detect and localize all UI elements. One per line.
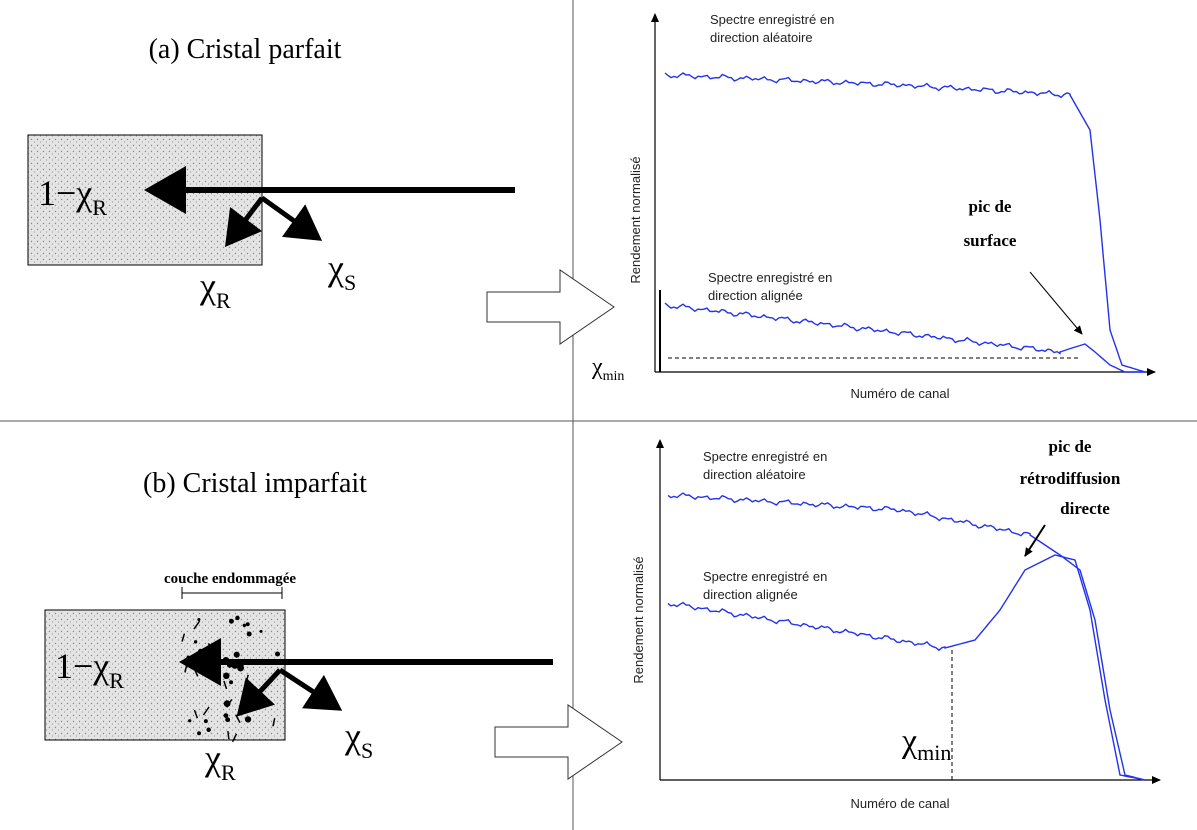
aligned-spectrum xyxy=(664,302,1145,373)
label-main: χ xyxy=(901,723,917,760)
defect xyxy=(237,664,245,672)
label-main: χ xyxy=(591,354,603,380)
label-sub: R xyxy=(216,288,231,313)
curve-label: direction aléatoire xyxy=(710,30,813,45)
defect xyxy=(193,620,201,630)
beam xyxy=(278,667,343,711)
peak-label: directe xyxy=(1060,499,1110,518)
beam xyxy=(260,195,323,241)
layer-label: couche endommagée xyxy=(164,571,296,587)
defect xyxy=(203,719,208,724)
defect xyxy=(206,727,211,732)
label: χS xyxy=(327,248,356,295)
defect xyxy=(235,714,241,724)
defect xyxy=(231,733,238,743)
defect xyxy=(244,716,252,723)
label-main: χ xyxy=(204,738,221,778)
curve-label: direction aléatoire xyxy=(703,467,806,482)
pointer xyxy=(1024,524,1046,557)
beam xyxy=(236,668,282,717)
label-sub: min xyxy=(917,740,951,765)
defect xyxy=(188,719,192,723)
defect xyxy=(223,713,229,718)
label-sub: R xyxy=(92,195,107,220)
label-main: χ xyxy=(327,248,344,288)
chi-min: χmin xyxy=(901,723,951,765)
panel-title: (b) Cristal imparfait xyxy=(143,468,367,499)
label: 1−χR xyxy=(38,173,107,220)
defect xyxy=(223,680,228,690)
peak-label: pic de xyxy=(969,197,1012,216)
panel-title: (a) Cristal parfait xyxy=(149,34,342,65)
label: 1−χR xyxy=(55,646,124,693)
pointer xyxy=(1029,271,1083,335)
chi-min: χmin xyxy=(591,354,624,384)
label-sub: min xyxy=(603,369,625,384)
hollow-arrow xyxy=(486,269,615,345)
aligned-spectrum xyxy=(667,554,1146,781)
defect xyxy=(259,629,263,633)
defect xyxy=(202,706,210,716)
x-axis-label: Numéro de canal xyxy=(851,386,950,401)
defect xyxy=(242,623,247,628)
defect xyxy=(228,618,234,624)
label: χS xyxy=(344,716,373,763)
random-spectrum xyxy=(664,72,1146,373)
peak-label: pic de xyxy=(1049,437,1092,456)
defect xyxy=(229,680,234,685)
label-sub: S xyxy=(361,738,373,763)
defect xyxy=(245,622,250,627)
curve-label: direction alignée xyxy=(708,288,803,303)
crystal xyxy=(44,609,286,741)
label: χR xyxy=(204,738,236,785)
defect xyxy=(275,651,281,657)
y-axis-label: Rendement normalisé xyxy=(628,156,643,283)
curve-label: Spectre enregistré en xyxy=(710,12,834,27)
random-spectrum xyxy=(667,492,1146,781)
defect xyxy=(227,730,230,740)
defect xyxy=(235,615,240,621)
curve-label: direction alignée xyxy=(703,587,798,602)
label-main: χ xyxy=(199,266,216,306)
label-main: χ xyxy=(344,716,361,756)
label-sub: R xyxy=(221,760,236,785)
hollow-arrow xyxy=(494,704,623,780)
defect xyxy=(193,709,199,719)
y-axis-label: Rendement normalisé xyxy=(631,556,646,683)
beam xyxy=(224,196,264,247)
defect xyxy=(197,617,201,622)
peak-label: surface xyxy=(964,231,1017,250)
curve-label: Spectre enregistré en xyxy=(708,270,832,285)
defect xyxy=(233,651,240,658)
curve-label: Spectre enregistré en xyxy=(703,569,827,584)
label-main: 1−χ xyxy=(38,173,92,213)
defect xyxy=(223,672,230,680)
x-axis-label: Numéro de canal xyxy=(851,796,950,811)
defect xyxy=(272,718,276,727)
curve-label: Spectre enregistré en xyxy=(703,449,827,464)
label-sub: S xyxy=(344,270,356,295)
defect xyxy=(197,648,204,655)
defect xyxy=(246,631,252,637)
defect xyxy=(197,731,202,736)
label: χR xyxy=(199,266,231,313)
peak-label: rétrodiffusion xyxy=(1020,469,1121,488)
defect xyxy=(225,717,231,723)
label-sub: R xyxy=(109,668,124,693)
label-main: 1−χ xyxy=(55,646,109,686)
defect xyxy=(193,640,198,644)
defect xyxy=(226,698,233,708)
bracket xyxy=(181,587,283,599)
